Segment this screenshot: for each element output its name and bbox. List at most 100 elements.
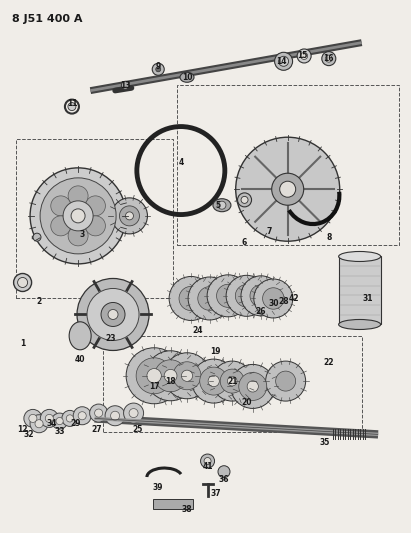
Circle shape bbox=[181, 370, 193, 382]
Text: 7: 7 bbox=[266, 228, 272, 236]
Circle shape bbox=[231, 365, 275, 408]
Text: 21: 21 bbox=[227, 377, 238, 385]
Circle shape bbox=[120, 206, 139, 226]
Text: 28: 28 bbox=[278, 297, 289, 305]
Circle shape bbox=[56, 417, 63, 425]
Circle shape bbox=[40, 409, 58, 427]
Circle shape bbox=[218, 466, 230, 478]
Circle shape bbox=[279, 56, 289, 66]
Text: 4: 4 bbox=[178, 158, 183, 167]
Circle shape bbox=[66, 415, 74, 422]
Text: 31: 31 bbox=[363, 294, 373, 303]
Ellipse shape bbox=[339, 319, 381, 329]
Circle shape bbox=[101, 302, 125, 327]
Circle shape bbox=[29, 414, 37, 423]
Circle shape bbox=[145, 351, 196, 401]
Circle shape bbox=[226, 276, 267, 316]
Circle shape bbox=[78, 411, 86, 420]
Text: 36: 36 bbox=[219, 475, 229, 484]
Ellipse shape bbox=[213, 199, 231, 212]
Circle shape bbox=[204, 457, 211, 465]
Circle shape bbox=[207, 275, 249, 317]
Circle shape bbox=[71, 209, 85, 223]
Bar bbox=[152, 499, 193, 508]
Text: 33: 33 bbox=[54, 427, 65, 436]
Text: 35: 35 bbox=[319, 438, 330, 447]
Circle shape bbox=[136, 358, 172, 394]
Circle shape bbox=[24, 409, 42, 427]
Circle shape bbox=[63, 201, 93, 231]
Circle shape bbox=[164, 353, 210, 399]
Circle shape bbox=[126, 348, 182, 404]
Circle shape bbox=[30, 168, 126, 264]
Circle shape bbox=[200, 367, 228, 395]
Circle shape bbox=[276, 371, 296, 391]
Text: 1: 1 bbox=[20, 340, 25, 348]
Circle shape bbox=[297, 49, 311, 63]
Ellipse shape bbox=[339, 252, 381, 262]
Circle shape bbox=[266, 361, 306, 401]
Circle shape bbox=[87, 288, 139, 341]
Bar bbox=[103, 336, 362, 432]
Circle shape bbox=[241, 196, 248, 204]
Circle shape bbox=[272, 173, 304, 205]
Text: 18: 18 bbox=[165, 377, 176, 385]
Text: 25: 25 bbox=[132, 425, 143, 433]
Text: 39: 39 bbox=[153, 483, 164, 492]
Circle shape bbox=[77, 278, 149, 351]
Text: 38: 38 bbox=[182, 505, 192, 513]
Circle shape bbox=[111, 411, 120, 420]
Circle shape bbox=[325, 55, 332, 62]
Circle shape bbox=[188, 277, 231, 320]
Circle shape bbox=[217, 284, 240, 308]
Text: 41: 41 bbox=[202, 462, 213, 471]
Circle shape bbox=[51, 196, 71, 216]
Circle shape bbox=[90, 404, 108, 422]
Circle shape bbox=[124, 403, 143, 423]
Text: 13: 13 bbox=[120, 81, 131, 90]
Circle shape bbox=[208, 375, 219, 387]
Circle shape bbox=[14, 273, 32, 292]
Circle shape bbox=[212, 361, 252, 401]
Circle shape bbox=[220, 369, 244, 393]
Circle shape bbox=[111, 198, 148, 234]
Circle shape bbox=[40, 178, 116, 254]
Text: 19: 19 bbox=[210, 348, 221, 356]
Circle shape bbox=[68, 226, 88, 246]
Text: 5: 5 bbox=[215, 201, 220, 209]
Text: 8: 8 bbox=[326, 233, 332, 241]
Text: 2: 2 bbox=[37, 297, 42, 305]
Text: 34: 34 bbox=[46, 419, 57, 428]
Text: 30: 30 bbox=[268, 300, 279, 308]
Circle shape bbox=[125, 212, 134, 220]
Circle shape bbox=[236, 285, 258, 307]
Text: 17: 17 bbox=[149, 382, 159, 391]
Text: 16: 16 bbox=[323, 54, 334, 63]
Circle shape bbox=[105, 406, 125, 426]
Circle shape bbox=[236, 137, 340, 241]
Circle shape bbox=[179, 286, 203, 311]
Text: 29: 29 bbox=[71, 419, 81, 428]
Circle shape bbox=[227, 376, 237, 386]
Text: 40: 40 bbox=[75, 356, 85, 364]
Circle shape bbox=[198, 287, 222, 310]
Text: 11: 11 bbox=[67, 100, 77, 108]
Circle shape bbox=[241, 276, 281, 316]
Circle shape bbox=[95, 409, 103, 417]
Circle shape bbox=[192, 359, 236, 403]
Circle shape bbox=[73, 407, 91, 425]
Circle shape bbox=[147, 368, 162, 383]
Circle shape bbox=[85, 216, 105, 236]
Circle shape bbox=[85, 196, 105, 216]
Circle shape bbox=[247, 381, 259, 392]
Text: 15: 15 bbox=[297, 52, 307, 60]
Text: 32: 32 bbox=[23, 430, 34, 439]
Text: 37: 37 bbox=[210, 489, 221, 497]
Circle shape bbox=[129, 409, 138, 417]
Text: 20: 20 bbox=[241, 398, 252, 407]
Circle shape bbox=[18, 278, 28, 287]
Circle shape bbox=[152, 63, 164, 75]
Text: 23: 23 bbox=[106, 334, 116, 343]
Bar bbox=[177, 85, 399, 245]
Circle shape bbox=[263, 288, 284, 309]
